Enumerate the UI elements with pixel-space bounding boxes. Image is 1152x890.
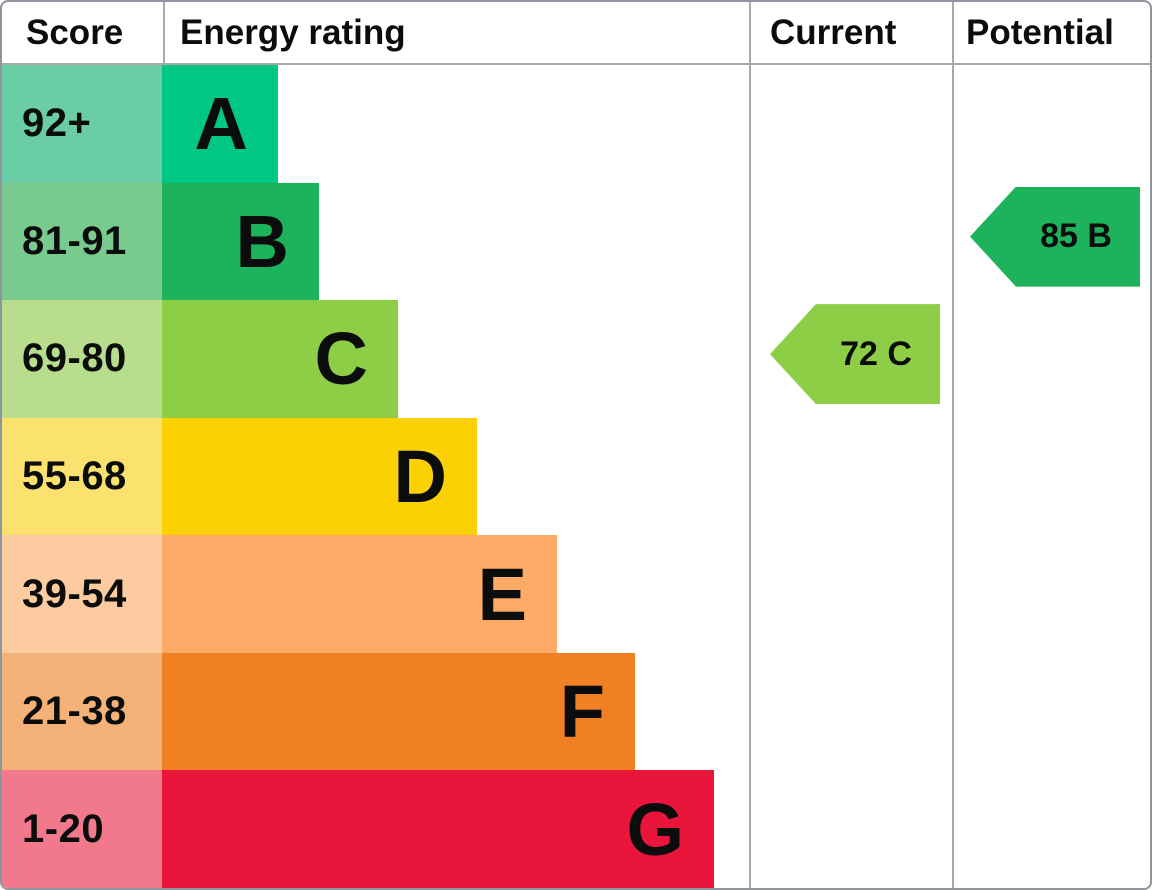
- band-row-e: 39-54 E: [2, 535, 557, 653]
- potential-rating-arrow: 85 B: [970, 186, 1140, 287]
- band-bar-c: C: [162, 300, 398, 418]
- score-range-c: 69-80: [2, 300, 162, 418]
- column-header-potential: Potential: [966, 12, 1114, 52]
- score-range-e: 39-54: [2, 535, 162, 653]
- score-range-f: 21-38: [2, 652, 162, 771]
- score-range-g: 1-20: [2, 770, 162, 888]
- band-row-d: 55-68 D: [2, 417, 477, 536]
- band-row-g: 1-20 G: [2, 770, 714, 888]
- band-row-b: 81-91 B: [2, 182, 319, 301]
- current-column-divider: [749, 2, 751, 888]
- current-rating-label: 72 C: [840, 334, 912, 373]
- column-header-score: Score: [26, 12, 124, 52]
- band-bar-e: E: [162, 535, 557, 653]
- band-bar-d: D: [162, 417, 477, 536]
- band-bar-f: F: [162, 652, 635, 771]
- potential-rating-label: 85 B: [1040, 217, 1112, 256]
- band-row-c: 69-80 C: [2, 300, 398, 418]
- potential-column-divider: [952, 2, 954, 888]
- score-range-b: 81-91: [2, 182, 162, 301]
- header-divider-line: [2, 63, 1150, 65]
- band-row-a: 92+ A: [2, 65, 278, 183]
- band-bar-b: B: [162, 182, 319, 301]
- band-bar-a: A: [162, 65, 278, 183]
- current-rating-arrow: 72 C: [770, 304, 940, 405]
- score-range-d: 55-68: [2, 417, 162, 536]
- band-bar-g: G: [162, 770, 714, 888]
- score-range-a: 92+: [2, 65, 162, 183]
- band-row-f: 21-38 F: [2, 652, 635, 771]
- column-header-energy-rating: Energy rating: [180, 12, 406, 52]
- column-header-current: Current: [770, 12, 897, 52]
- score-column-divider: [163, 2, 165, 63]
